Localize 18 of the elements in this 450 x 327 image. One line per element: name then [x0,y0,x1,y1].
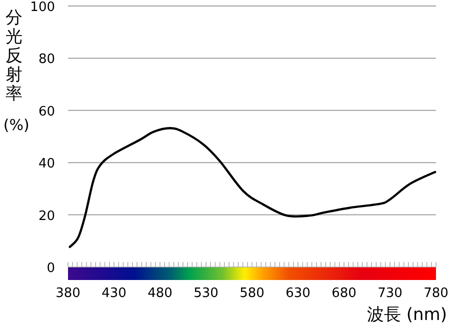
y-tick-label: 20 [38,208,55,224]
y-tick-label: 100 [30,0,55,15]
x-tick-label: 480 [148,286,172,301]
x-tick-label: 430 [102,286,126,301]
y-tick-label: 80 [38,52,55,68]
x-tick-label: 580 [240,286,264,301]
y-tick-label: 40 [38,156,55,172]
x-tick-label: 680 [332,286,356,301]
x-tick-label: 530 [194,286,218,301]
y-tick-label: 0 [46,261,55,276]
y-tick-label: 60 [38,104,55,120]
x-tick-label: 730 [378,286,402,301]
x-tick-label: 780 [424,286,448,301]
x-tick-label: 630 [286,286,310,301]
line-series [68,127,436,248]
x-axis-title: 波長 (nm) [366,305,447,325]
x-tick-label: 380 [56,286,80,301]
y-axis-title: 分光反射率 (%) [0,8,30,134]
